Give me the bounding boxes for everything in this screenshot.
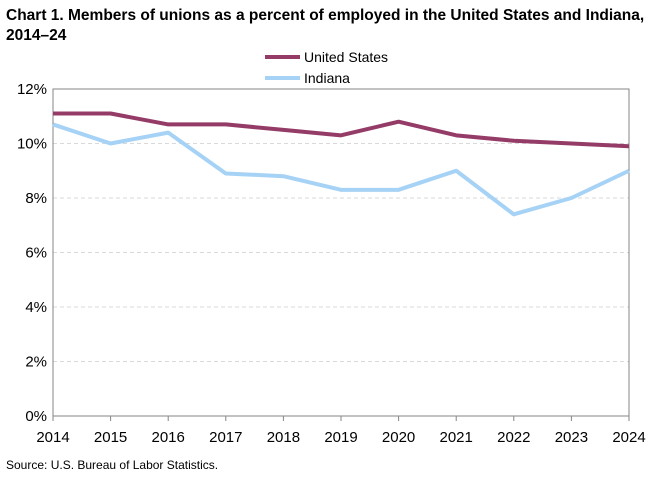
y-tick-label: 2% [25, 354, 47, 371]
y-axis-tick-labels: 0% 2% 4% 6% 8% 10% 12% [17, 81, 47, 425]
legend-label: Indiana [304, 70, 350, 86]
series-lines [52, 111, 630, 217]
x-tick-label: 2015 [94, 429, 127, 446]
x-tick-label: 2022 [497, 429, 530, 446]
x-tick-label: 2020 [382, 429, 415, 446]
chart-title: Chart 1. Members of unions as a percent … [6, 7, 645, 44]
source-note: Source: U.S. Bureau of Labor Statistics. [6, 458, 219, 472]
x-tick-label: 2017 [209, 429, 242, 446]
x-axis-tick-labels: 2014 2015 2016 2017 2018 2019 2020 2021 2022 2023… [36, 416, 646, 446]
y-tick-label: 8% [25, 190, 47, 207]
y-tick-label: 4% [25, 299, 47, 316]
x-tick-label: 2019 [324, 429, 357, 446]
legend: United States Indiana [265, 49, 388, 86]
x-tick-label: 2018 [267, 429, 300, 446]
y-tick-label: 10% [17, 136, 47, 153]
x-tick-label: 2016 [152, 429, 185, 446]
x-tick-label: 2014 [36, 429, 69, 446]
gridlines [53, 143, 629, 362]
y-tick-label: 0% [25, 408, 47, 425]
y-tick-label: 12% [17, 81, 47, 98]
x-tick-label: 2021 [440, 429, 473, 446]
legend-label: United States [304, 49, 388, 65]
series-line-united-states [53, 111, 630, 149]
x-tick-label: 2024 [612, 429, 645, 446]
series-line-indiana [52, 122, 630, 217]
y-tick-label: 6% [25, 245, 47, 262]
x-tick-label: 2023 [555, 429, 588, 446]
